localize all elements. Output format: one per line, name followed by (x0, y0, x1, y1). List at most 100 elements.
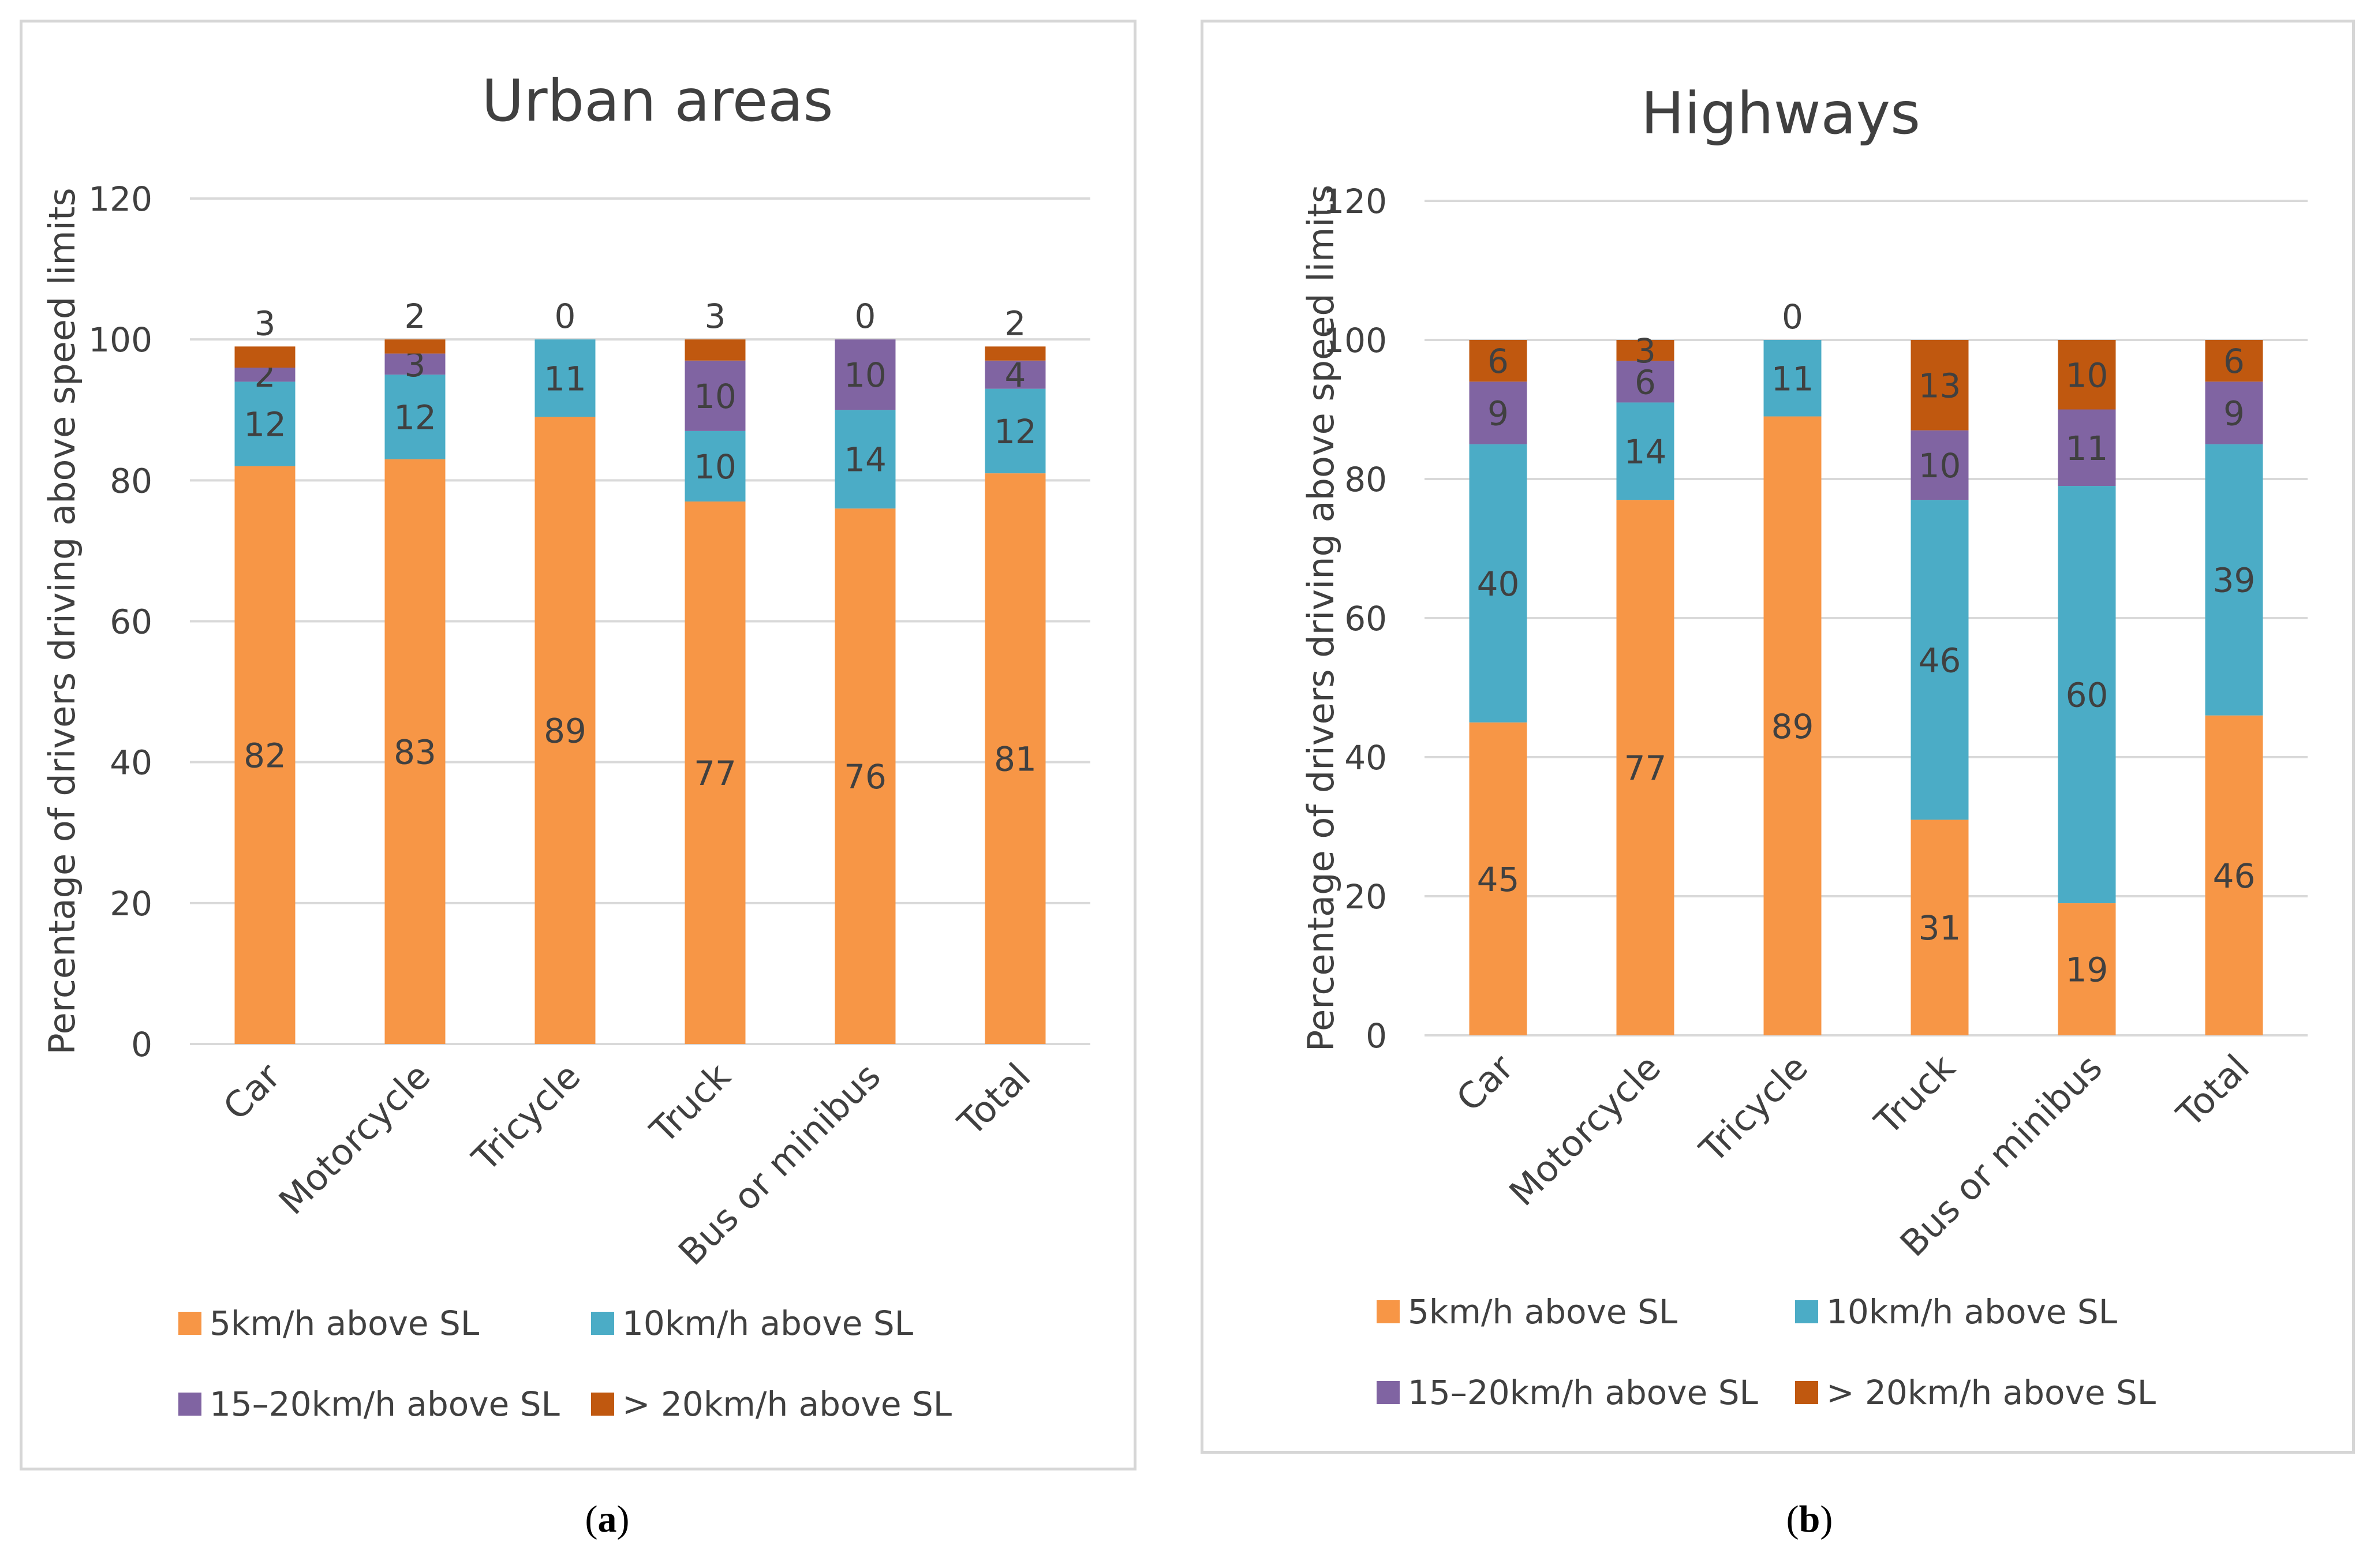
data-label-motorcycle-s15: 6 (1635, 362, 1656, 402)
bar-tricycle-s10 (534, 339, 596, 417)
bar-car-s10 (1469, 444, 1527, 723)
legend-swatch-s20 (591, 1393, 614, 1416)
bar-car-s10 (234, 381, 296, 466)
data-label-motorcycle-s10: 14 (1624, 432, 1667, 471)
bar-bus-or-minibus-s10 (835, 410, 896, 509)
data-label-motorcycle-s5: 83 (394, 732, 436, 772)
x-tick-label-motorcycle: Motorcycle (1501, 1046, 1669, 1214)
chart-title: Urban areas (481, 67, 833, 134)
x-tick-label-tricycle: Tricycle (463, 1055, 588, 1180)
bar-motorcycle-s15 (1616, 361, 1674, 403)
data-label-bus-or-minibus-s10: 60 (2066, 676, 2108, 715)
x-tick-label-truck: Truck (1866, 1046, 1963, 1143)
data-label-truck-s10: 46 (1919, 641, 1961, 680)
y-tick-label: 120 (88, 179, 152, 219)
y-tick-label: 40 (110, 743, 152, 783)
bar-motorcycle-s20 (384, 339, 446, 354)
x-tick-label-total: Total (2168, 1046, 2257, 1136)
legend-label-s10: 10km/h above SL (622, 1304, 914, 1343)
y-tick-label: 80 (1344, 460, 1387, 499)
bar-tricycle-s10 (1763, 340, 1822, 417)
bar-bus-or-minibus-s15 (2058, 409, 2116, 487)
data-label-car-s5: 82 (244, 736, 286, 775)
bar-bus-or-minibus-s10 (2058, 486, 2116, 904)
legend-label-s20: > 20km/h above SL (622, 1384, 952, 1424)
legend-item-s20: > 20km/h above SL (591, 1384, 952, 1424)
legend-item-s20: > 20km/h above SL (1795, 1373, 2156, 1412)
bar-total-s20 (2205, 340, 2263, 382)
bar-car-s5 (234, 466, 296, 1044)
bar-truck-s10 (685, 431, 746, 502)
data-label-total-s10: 39 (2213, 561, 2256, 600)
data-label-total-s10: 12 (994, 412, 1037, 451)
legend-label-s15: 15–20km/h above SL (1408, 1373, 1758, 1412)
legend-item-s15: 15–20km/h above SL (178, 1384, 560, 1424)
bar-motorcycle-s20 (1616, 340, 1674, 361)
legend-swatch-s5 (1377, 1300, 1400, 1323)
bar-truck-s5 (685, 501, 746, 1044)
bar-total-s10 (2205, 444, 2263, 716)
data-label-car-s10: 12 (244, 405, 286, 444)
y-tick-label: 60 (110, 602, 152, 642)
legend-item-s5: 5km/h above SL (1377, 1292, 1677, 1331)
data-label-truck-s20: 13 (1919, 366, 1961, 405)
bar-car-s20 (234, 346, 296, 368)
y-tick-label: 0 (131, 1025, 152, 1064)
legend-item-s10: 10km/h above SL (1795, 1292, 2117, 1331)
data-label-motorcycle-s20: 3 (1635, 331, 1656, 371)
y-tick-label: 20 (110, 884, 152, 923)
legend-swatch-s5 (178, 1312, 201, 1335)
bar-truck-s15 (1911, 430, 1969, 500)
data-label-car-s15: 9 (1487, 394, 1509, 433)
data-label-bus-or-minibus-s10: 14 (844, 440, 887, 480)
bar-truck-s20 (1911, 340, 1969, 431)
bar-tricycle-s5 (1763, 416, 1822, 1035)
y-axis-label: Percentage of drivers driving above spee… (41, 188, 83, 1054)
chart-panel-urban: Urban areas 0 20 40 60 80 100 120 Percentage of … (20, 20, 1136, 1470)
data-label-truck-s5: 77 (694, 754, 736, 793)
legend-swatch-s10 (1795, 1300, 1818, 1323)
data-label-total-s20: 6 (2223, 342, 2245, 381)
bar-bus-or-minibus-s15 (835, 339, 896, 410)
data-label-tricycle-s20: 0 (1782, 297, 1803, 336)
bar-total-s5 (985, 473, 1046, 1044)
bar-car-s20 (1469, 340, 1527, 382)
x-tick-label-truck: Truck (642, 1055, 739, 1152)
legend-item-s15: 15–20km/h above SL (1377, 1373, 1758, 1412)
data-label-bus-or-minibus-s15: 10 (844, 355, 887, 395)
bar-bus-or-minibus-s5 (835, 508, 896, 1044)
data-label-car-s20: 3 (255, 304, 276, 343)
bar-total-s5 (2205, 715, 2263, 1035)
bar-total-s15 (985, 360, 1046, 389)
x-tick-label-total: Total (949, 1055, 1039, 1144)
y-axis-label: Percentage of drivers driving above spee… (1300, 185, 1342, 1051)
data-label-car-s20: 6 (1487, 342, 1509, 381)
data-label-bus-or-minibus-s15: 11 (2066, 429, 2108, 468)
legend-swatch-s15 (1377, 1381, 1400, 1404)
data-label-motorcycle-s20: 2 (405, 297, 426, 336)
data-label-tricycle-s5: 89 (1771, 707, 1814, 746)
bar-total-s20 (985, 346, 1046, 361)
bar-bus-or-minibus-s20 (2058, 340, 2116, 410)
bar-motorcycle-s10 (1616, 402, 1674, 500)
y-tick-label: 120 (1323, 182, 1387, 221)
chart-title: Highways (1641, 80, 1920, 147)
bar-truck-s20 (685, 339, 746, 361)
y-tick-label: 40 (1344, 738, 1387, 777)
y-tick-label: 80 (110, 461, 152, 500)
bar-motorcycle-s15 (384, 353, 446, 375)
data-label-total-s20: 2 (1005, 304, 1026, 343)
bar-motorcycle-s5 (384, 459, 446, 1044)
caption-a: (a) (585, 1498, 630, 1540)
data-label-bus-or-minibus-s20: 0 (855, 297, 876, 336)
x-tick-label-motorcycle: Motorcycle (271, 1055, 439, 1223)
bar-car-s5 (1469, 722, 1527, 1035)
x-tick-label-car: Car (1448, 1046, 1521, 1120)
y-tick-label: 60 (1344, 599, 1387, 638)
data-label-bus-or-minibus-s5: 76 (844, 757, 887, 796)
data-label-truck-s15: 10 (694, 377, 736, 416)
bar-bus-or-minibus-s5 (2058, 903, 2116, 1035)
data-label-tricycle-s20: 0 (555, 297, 576, 336)
bar-car-s15 (234, 368, 296, 382)
